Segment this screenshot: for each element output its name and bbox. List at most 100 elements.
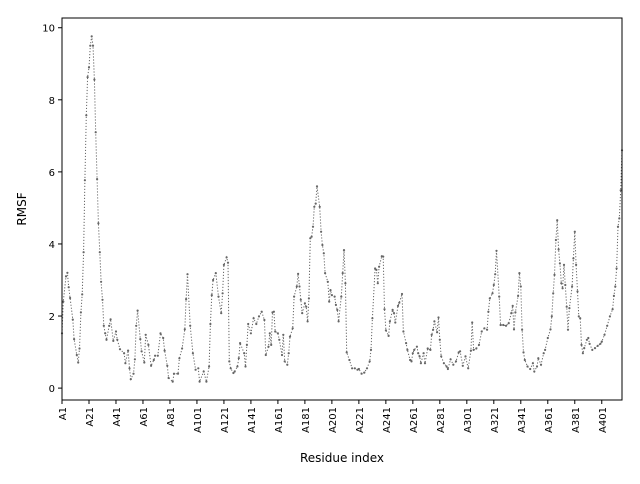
data-point [306, 320, 309, 323]
data-point [244, 365, 247, 368]
data-point [437, 316, 440, 319]
x-tick-label: A121 [220, 407, 231, 433]
data-point [398, 301, 401, 304]
data-point [422, 352, 425, 355]
data-point [172, 372, 176, 375]
data-point [314, 202, 317, 205]
data-point [274, 330, 277, 333]
data-point [233, 370, 236, 373]
data-point [118, 348, 122, 351]
data-point [186, 273, 189, 276]
data-point [288, 335, 292, 338]
data-point [514, 311, 517, 314]
data-point [291, 327, 294, 330]
data-point [507, 322, 510, 325]
data-point [504, 324, 508, 327]
data-point [511, 304, 514, 307]
data-point [419, 362, 422, 365]
x-tick-label: A101 [193, 407, 204, 433]
data-point [245, 343, 248, 346]
data-point [549, 328, 552, 331]
data-point [189, 324, 192, 327]
data-point [101, 298, 104, 301]
data-point [324, 272, 327, 275]
data-point [486, 328, 489, 331]
data-point [454, 360, 458, 363]
data-point [619, 189, 622, 192]
data-point [392, 312, 396, 315]
x-tick-label: A141 [247, 407, 258, 433]
data-point [301, 312, 304, 315]
data-point [562, 263, 566, 266]
data-point [596, 344, 599, 347]
data-point [564, 283, 567, 287]
data-point [603, 333, 606, 336]
data-point [575, 263, 578, 266]
data-point [517, 294, 520, 297]
data-point [140, 350, 143, 353]
data-point [430, 333, 433, 336]
data-point [329, 289, 332, 292]
data-point [348, 358, 351, 362]
data-point [127, 349, 130, 352]
data-point [572, 257, 575, 260]
x-tick-label: A21 [85, 407, 96, 427]
data-point [475, 347, 478, 350]
data-point [326, 280, 329, 283]
data-point [498, 295, 501, 298]
x-axis: A1 A21 A41 A61 A81 A101 A121 A141 A161 A181 A201 A2… [58, 400, 609, 433]
data-point [438, 338, 441, 341]
data-point [333, 295, 336, 298]
data-point [494, 273, 497, 276]
data-point [178, 357, 181, 360]
data-point [334, 303, 337, 306]
data-point [102, 324, 105, 327]
x-axis-label: Residue index [300, 451, 384, 465]
data-point [546, 336, 549, 340]
data-point [522, 351, 525, 354]
data-point [573, 230, 576, 233]
data-point [342, 249, 346, 252]
data-point [409, 358, 412, 362]
data-point [82, 251, 85, 254]
y-tick-label: 10 [42, 24, 55, 35]
data-point [75, 353, 78, 357]
x-tick-label: A221 [355, 407, 366, 433]
data-point [225, 256, 228, 259]
data-point [388, 320, 391, 323]
data-point [614, 285, 617, 288]
data-point [197, 367, 200, 370]
data-point [309, 237, 312, 240]
data-point [553, 273, 556, 276]
data-point [283, 360, 286, 363]
data-point [280, 353, 284, 357]
data-point [221, 292, 224, 295]
data-point [577, 315, 580, 318]
data-point [550, 315, 553, 318]
data-point [191, 352, 194, 355]
data-point [205, 380, 208, 383]
data-point [71, 318, 74, 321]
data-point [423, 362, 427, 365]
data-point [185, 298, 188, 301]
data-point [150, 364, 153, 367]
data-point [345, 351, 348, 354]
data-point [147, 343, 150, 346]
data-point [166, 364, 169, 367]
y-axis-label: RMSF [15, 192, 29, 225]
data-point [94, 131, 97, 134]
data-point [363, 371, 366, 374]
data-point [557, 248, 560, 251]
data-point [91, 44, 95, 47]
data-point [96, 178, 99, 181]
data-point [369, 348, 373, 351]
data-point [537, 357, 540, 360]
data-point [480, 330, 483, 333]
data-point [194, 368, 197, 371]
data-point [163, 349, 166, 352]
data-point [104, 332, 107, 335]
data-point [171, 380, 174, 383]
data-point [272, 310, 275, 313]
data-point [464, 355, 467, 358]
data-point [612, 294, 616, 297]
